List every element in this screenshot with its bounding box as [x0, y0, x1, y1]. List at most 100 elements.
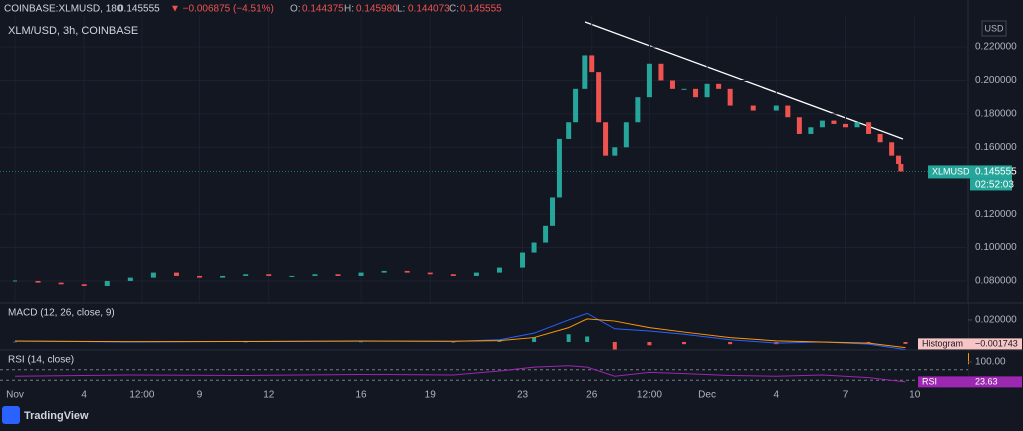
candle: [796, 117, 802, 134]
value-box: [918, 338, 1022, 350]
candle: [693, 88, 699, 98]
x-tick-label: 23: [517, 390, 529, 401]
candle: [716, 83, 722, 89]
x-axis-band: [0, 386, 1023, 405]
candle: [427, 272, 433, 275]
x-tick-label: 26: [586, 390, 598, 401]
series-line: [14, 318, 906, 349]
x-tick-label: 16: [355, 390, 367, 401]
ohlc-value: 0.144375: [302, 4, 344, 15]
chart-title: XLM/USD, 3h, COINBASE: [8, 25, 138, 37]
histogram-bar: [728, 341, 733, 345]
histogram-bar: [566, 334, 571, 342]
candle: [727, 88, 733, 106]
histogram-bar: [903, 341, 908, 344]
candle: [289, 275, 295, 277]
ohlc-key: O:: [290, 4, 301, 15]
y-tick-label: 100.00: [975, 356, 1006, 367]
x-tick-label: 10: [909, 390, 921, 401]
candle: [889, 142, 895, 156]
candle: [603, 122, 609, 156]
candle: [582, 55, 588, 89]
candle: [266, 274, 272, 276]
candle: [531, 242, 537, 253]
pane-title: MACD (12, 26, close, 9): [8, 308, 115, 319]
candle: [819, 120, 825, 128]
last-price-name: XLMUSD: [932, 166, 970, 176]
x-tick-label: Nov: [6, 390, 24, 401]
y-tick-label: 0.020000: [975, 315, 1017, 326]
histogram-bar: [585, 336, 590, 342]
x-tick-label: 9: [197, 390, 203, 401]
histogram-bar: [243, 341, 248, 343]
candle: [243, 274, 249, 276]
last-price: 0.145555: [118, 4, 160, 15]
candle: [681, 88, 687, 90]
candle: [669, 80, 675, 89]
candle: [35, 280, 41, 283]
currency-box: [981, 20, 1007, 37]
candle: [58, 282, 64, 285]
symbol: COINBASE:XLMUSD, 180: [4, 4, 123, 15]
candle: [877, 133, 883, 143]
candle: [381, 270, 387, 273]
ohlc-key: C:: [449, 4, 459, 15]
x-tick-label: 12:00: [637, 390, 662, 401]
candle: [842, 123, 848, 128]
candle: [220, 275, 226, 278]
value-box: [918, 376, 1022, 388]
series-line: [14, 365, 906, 383]
candle: [556, 138, 562, 198]
ohlc-value: 0.144073: [408, 4, 450, 15]
value-box-name: Histogram: [922, 338, 963, 348]
candle: [473, 272, 479, 276]
candle: [773, 105, 779, 111]
candle: [635, 97, 641, 123]
candle: [612, 147, 618, 156]
candle: [808, 127, 814, 134]
histogram-bar: [359, 341, 364, 343]
histogram-bar: [12, 341, 17, 343]
x-tick-label: Dec: [698, 390, 716, 401]
pane-title: RSI (14, close): [8, 355, 74, 366]
y-tick-label: 0.180000: [975, 109, 1017, 120]
candle: [104, 280, 110, 286]
y-tick-label: 0.220000: [975, 42, 1017, 53]
histogram-bar: [612, 341, 617, 350]
brand[interactable]: TradingView: [24, 410, 89, 422]
candle: [197, 275, 203, 278]
y-tick-label: 0.100000: [975, 242, 1017, 253]
candle: [589, 55, 595, 73]
ohlc-key: L:: [397, 4, 405, 15]
countdown: 02:52:03: [975, 180, 1014, 191]
histogram-bar: [532, 337, 537, 342]
ohlc-value: 0.145980: [356, 4, 398, 15]
candle: [866, 122, 872, 134]
candle: [898, 164, 904, 172]
candle: [150, 272, 156, 278]
x-tick-label: 12:00: [129, 390, 154, 401]
candle: [496, 267, 502, 273]
brand-logo: [2, 406, 20, 424]
candle: [312, 274, 318, 276]
pane-background: [0, 303, 968, 350]
x-tick-label: 7: [843, 390, 849, 401]
candle: [566, 122, 572, 139]
histogram-bar: [451, 341, 456, 343]
candle: [646, 63, 652, 98]
candle: [127, 277, 133, 281]
y-tick-label: 0.200000: [975, 75, 1017, 86]
candle: [854, 122, 860, 128]
candle: [335, 274, 341, 276]
ohlc-key: H:: [344, 4, 354, 15]
candle: [173, 272, 179, 276]
candle: [404, 270, 410, 273]
candle: [596, 72, 602, 123]
last-price-value: 0.145555: [975, 167, 1017, 178]
candle: [358, 272, 364, 276]
value-box-name: RSI: [922, 376, 937, 386]
histogram-bar: [682, 341, 687, 345]
x-tick-label: 4: [774, 390, 780, 401]
candle: [81, 284, 87, 286]
